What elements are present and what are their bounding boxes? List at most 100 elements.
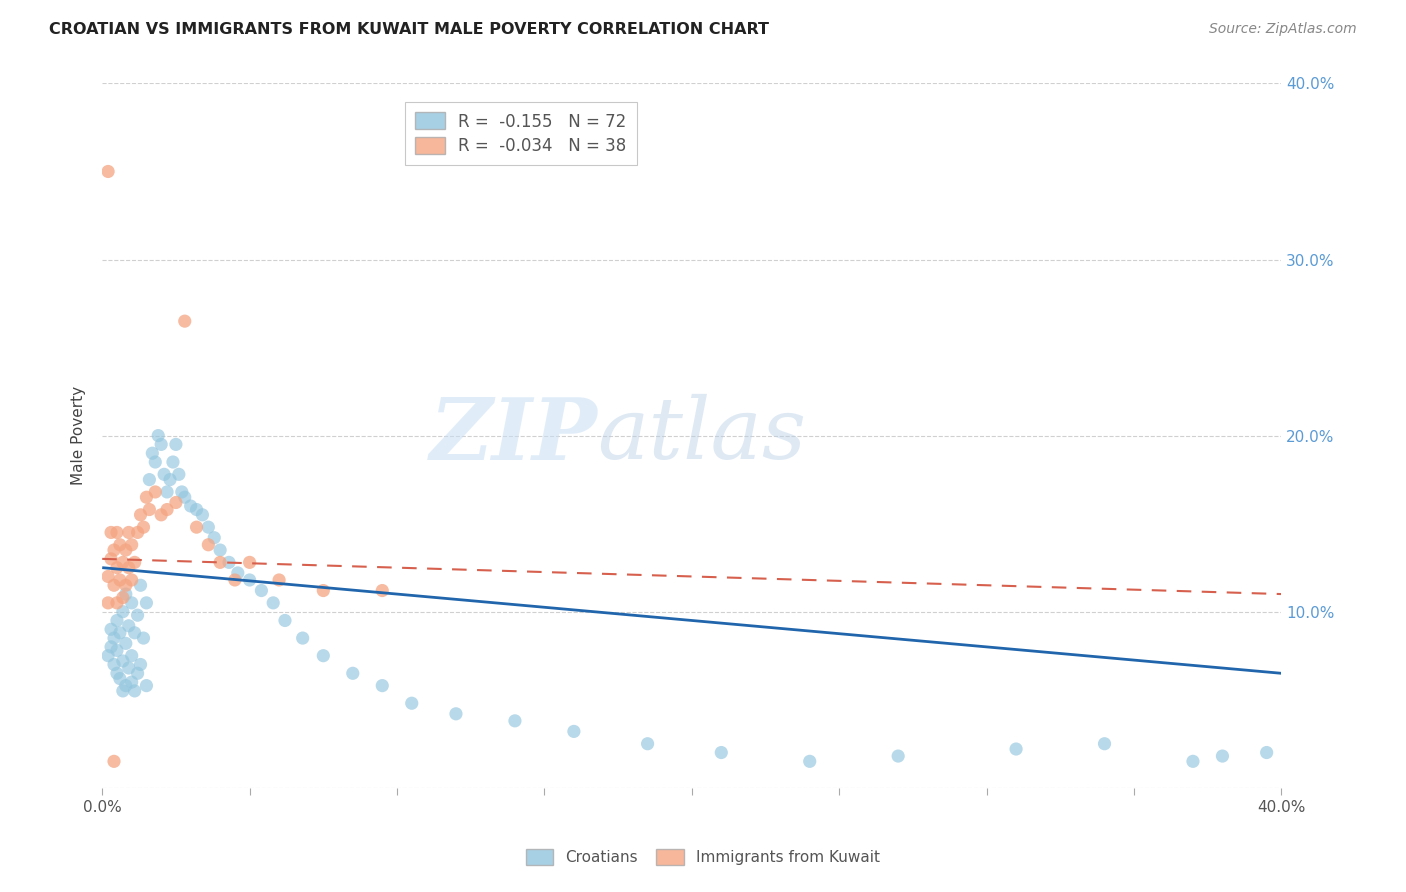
Point: [97, 648, 120, 663]
Point: [118, 525, 141, 540]
Point: [887, 749, 910, 764]
Point: [132, 631, 155, 645]
Point: [150, 437, 173, 451]
Legend: R =  -0.155   N = 72, R =  -0.034   N = 38: R = -0.155 N = 72, R = -0.034 N = 38: [405, 103, 637, 165]
Point: [118, 619, 141, 633]
Point: [118, 560, 141, 574]
Point: [173, 314, 195, 328]
Point: [118, 661, 141, 675]
Point: [103, 755, 125, 769]
Point: [108, 573, 131, 587]
Point: [224, 573, 246, 587]
Point: [105, 643, 128, 657]
Point: [218, 555, 240, 569]
Point: [111, 654, 134, 668]
Point: [97, 596, 120, 610]
Point: [105, 560, 128, 574]
Point: [291, 631, 314, 645]
Point: [105, 525, 128, 540]
Point: [180, 499, 202, 513]
Point: [103, 543, 125, 558]
Point: [371, 583, 394, 598]
Point: [262, 596, 284, 610]
Point: [121, 648, 143, 663]
Point: [226, 566, 249, 580]
Point: [100, 525, 122, 540]
Point: [124, 625, 146, 640]
Point: [197, 538, 219, 552]
Point: [100, 640, 122, 654]
Point: [143, 485, 166, 500]
Point: [202, 531, 225, 545]
Point: [503, 714, 526, 728]
Point: [191, 508, 214, 522]
Point: [121, 573, 143, 587]
Point: [162, 455, 184, 469]
Point: [167, 467, 190, 482]
Point: [105, 666, 128, 681]
Point: [108, 538, 131, 552]
Point: [100, 552, 122, 566]
Point: [114, 636, 136, 650]
Point: [108, 625, 131, 640]
Point: [103, 657, 125, 672]
Point: [124, 555, 146, 569]
Point: [1211, 749, 1233, 764]
Point: [127, 525, 149, 540]
Point: [637, 737, 659, 751]
Point: [114, 587, 136, 601]
Point: [121, 596, 143, 610]
Point: [121, 538, 143, 552]
Point: [1094, 737, 1116, 751]
Point: [197, 520, 219, 534]
Point: [186, 520, 208, 534]
Point: [103, 631, 125, 645]
Point: [371, 679, 394, 693]
Point: [121, 675, 143, 690]
Point: [97, 569, 120, 583]
Point: [135, 679, 157, 693]
Point: [312, 648, 335, 663]
Point: [150, 508, 173, 522]
Point: [186, 502, 208, 516]
Point: [111, 555, 134, 569]
Point: [108, 672, 131, 686]
Point: [132, 520, 155, 534]
Point: [710, 746, 733, 760]
Point: [111, 591, 134, 605]
Point: [312, 583, 335, 598]
Point: [127, 608, 149, 623]
Point: [129, 578, 152, 592]
Point: [138, 473, 160, 487]
Y-axis label: Male Poverty: Male Poverty: [72, 386, 86, 485]
Point: [239, 555, 262, 569]
Text: CROATIAN VS IMMIGRANTS FROM KUWAIT MALE POVERTY CORRELATION CHART: CROATIAN VS IMMIGRANTS FROM KUWAIT MALE …: [49, 22, 769, 37]
Point: [342, 666, 364, 681]
Point: [129, 657, 152, 672]
Point: [135, 596, 157, 610]
Text: ZIP: ZIP: [430, 394, 598, 477]
Point: [267, 573, 290, 587]
Point: [141, 446, 163, 460]
Point: [100, 622, 122, 636]
Point: [209, 555, 232, 569]
Point: [173, 490, 195, 504]
Point: [114, 543, 136, 558]
Text: atlas: atlas: [598, 394, 807, 477]
Point: [135, 490, 157, 504]
Point: [250, 583, 273, 598]
Point: [153, 467, 176, 482]
Point: [401, 696, 423, 710]
Point: [1005, 742, 1028, 756]
Point: [156, 502, 179, 516]
Point: [1256, 746, 1278, 760]
Point: [127, 666, 149, 681]
Legend: Croatians, Immigrants from Kuwait: Croatians, Immigrants from Kuwait: [520, 843, 886, 871]
Point: [103, 578, 125, 592]
Point: [209, 543, 232, 558]
Point: [114, 679, 136, 693]
Point: [148, 428, 170, 442]
Point: [129, 508, 152, 522]
Point: [170, 485, 193, 500]
Point: [138, 502, 160, 516]
